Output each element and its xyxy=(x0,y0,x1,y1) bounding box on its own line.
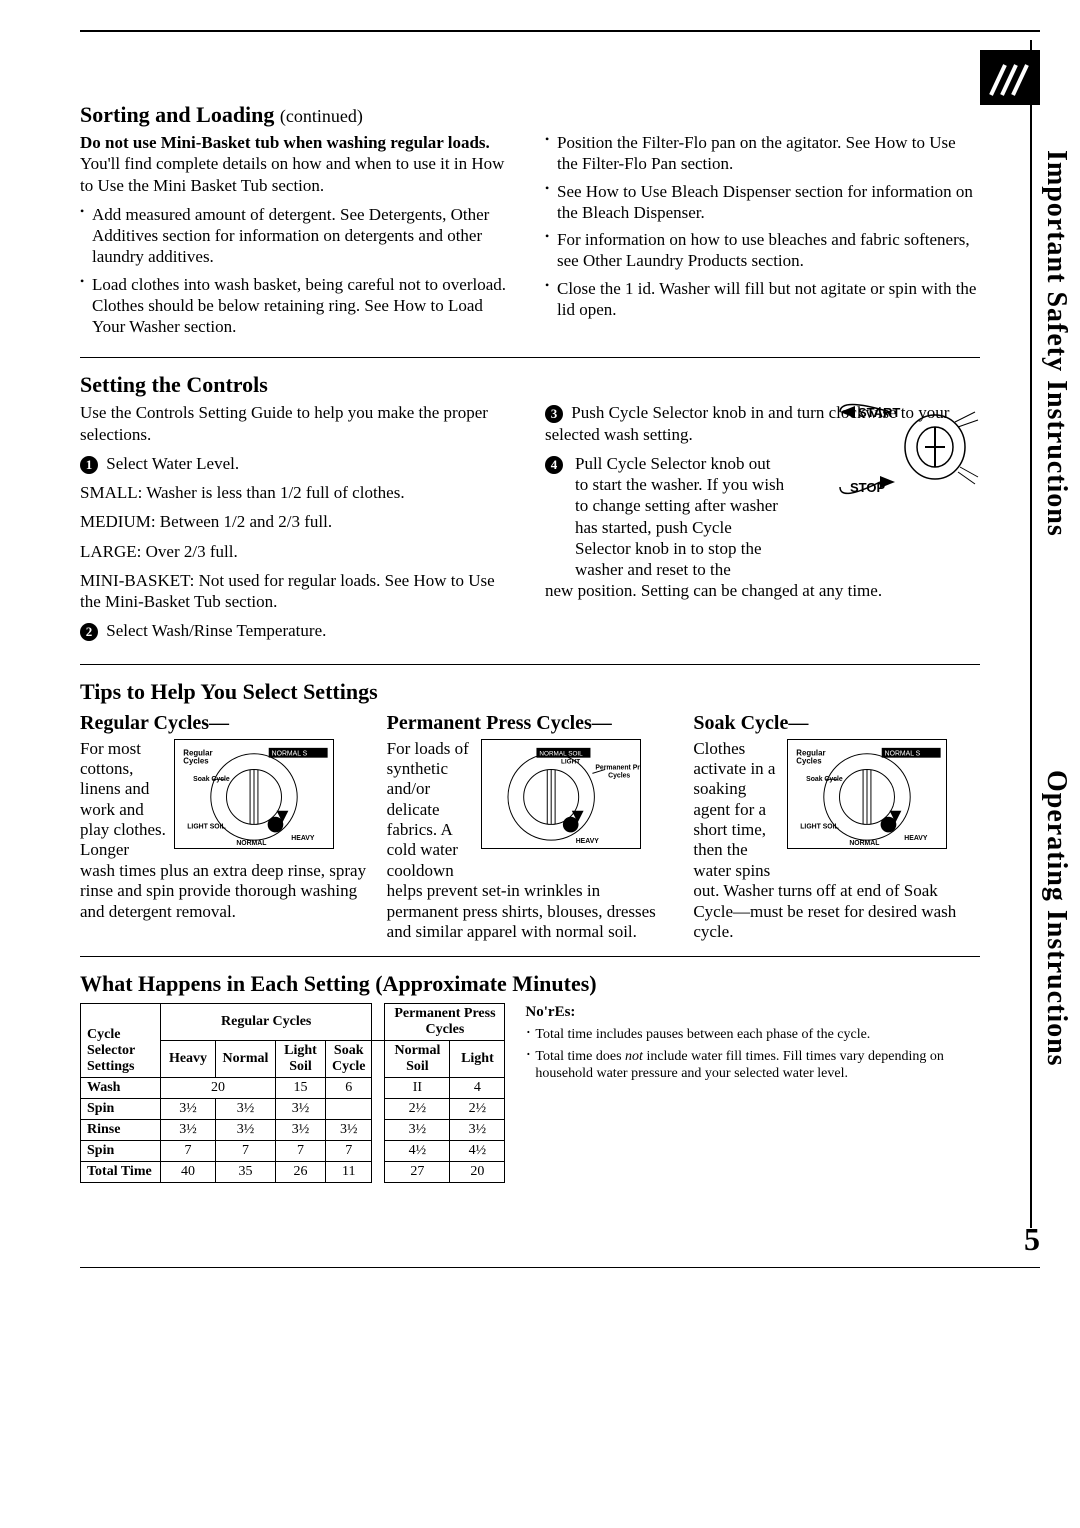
controls-intro: Use the Controls Setting Guide to help y… xyxy=(80,402,515,445)
side-tab-safety: Important Safety Instructions xyxy=(1040,150,1072,537)
step-4-text: Pull Cycle Selector knob out to start th… xyxy=(575,453,785,581)
sorting-left-bullets: Add measured amount of detergent. See De… xyxy=(80,204,515,338)
level-mini: MINI-BASKET: Not used for regular loads.… xyxy=(80,570,515,613)
step-4b: new position. Setting can be changed at … xyxy=(545,580,980,601)
svg-text:LIGHT: LIGHT xyxy=(561,758,580,765)
svg-text:HEAVY: HEAVY xyxy=(905,835,929,842)
svg-text:HEAVY: HEAVY xyxy=(575,838,599,845)
level-small: SMALL: Washer is less than 1/2 full of c… xyxy=(80,482,515,503)
start-label: START xyxy=(858,405,900,420)
regular-dial: NORMAL S Regular Cycles Soak Cycle LIGHT… xyxy=(174,739,334,849)
svg-text:LIGHT SOIL: LIGHT SOIL xyxy=(187,823,226,830)
svg-text:LIGHT SOIL: LIGHT SOIL xyxy=(801,823,839,830)
table-notes: No'rEs: Total time includes pauses betwe… xyxy=(525,1003,980,1086)
step-1: 1 Select Water Level. xyxy=(80,453,515,474)
table-title: What Happens in Each Setting (Approximat… xyxy=(80,971,980,997)
svg-text:NORMAL SOIL: NORMAL SOIL xyxy=(539,750,583,757)
svg-text:Cycles: Cycles xyxy=(608,772,630,779)
svg-text:NORMAL: NORMAL xyxy=(850,840,880,847)
tips-title: Tips to Help You Select Settings xyxy=(80,679,980,705)
svg-text:NORMAL: NORMAL xyxy=(236,840,266,847)
svg-text:Cycles: Cycles xyxy=(797,756,823,765)
sorting-title: Sorting and Loading (continued) xyxy=(80,102,980,128)
page-number: 5 xyxy=(1024,1221,1040,1258)
side-tab-operating: Operating Instructions xyxy=(1040,770,1072,1067)
soak-heading: Soak Cycle— xyxy=(693,711,980,735)
perm-text1: For loads of synthetic and/or delicate f… xyxy=(387,739,475,882)
knob-diagram: START STOP xyxy=(780,392,980,522)
soak-dial: NORMAL S Regular Cycles Soak Cycle LIGHT… xyxy=(787,739,947,849)
svg-text:Cycles: Cycles xyxy=(183,756,209,765)
regular-heading: Regular Cycles— xyxy=(80,711,367,735)
svg-text:NORMAL S: NORMAL S xyxy=(885,750,921,757)
step-2: 2 Select Wash/Rinse Temperature. xyxy=(80,620,515,641)
svg-text:HEAVY: HEAVY xyxy=(291,835,315,842)
sorting-right-bullets: Position the Filter-Flo pan on the agita… xyxy=(545,132,980,320)
soak-text1: Clothes activate in a soaking agent for … xyxy=(693,739,781,882)
svg-text:NORMAL S: NORMAL S xyxy=(272,750,308,757)
settings-table: Cycle Selector Settings Regular Cycles P… xyxy=(80,1003,505,1183)
soak-text2: out. Washer turns off at end of Soak Cyc… xyxy=(693,881,980,942)
perm-dial: NORMAL SOIL LIGHT Permanent Press Cycles… xyxy=(481,739,641,849)
level-large: LARGE: Over 2/3 full. xyxy=(80,541,515,562)
level-medium: MEDIUM: Between 1/2 and 2/3 full. xyxy=(80,511,515,532)
perm-heading: Permanent Press Cycles— xyxy=(387,711,674,735)
regular-text1: For most cottons, linens and work and pl… xyxy=(80,739,168,861)
stop-label: STOP xyxy=(850,480,885,495)
regular-text2: wash times plus an extra deep rinse, spr… xyxy=(80,861,367,922)
sorting-lead: Do not use Mini-Basket tub when washing … xyxy=(80,132,515,196)
perm-text2: helps prevent set-in wrinkles in permane… xyxy=(387,881,674,942)
